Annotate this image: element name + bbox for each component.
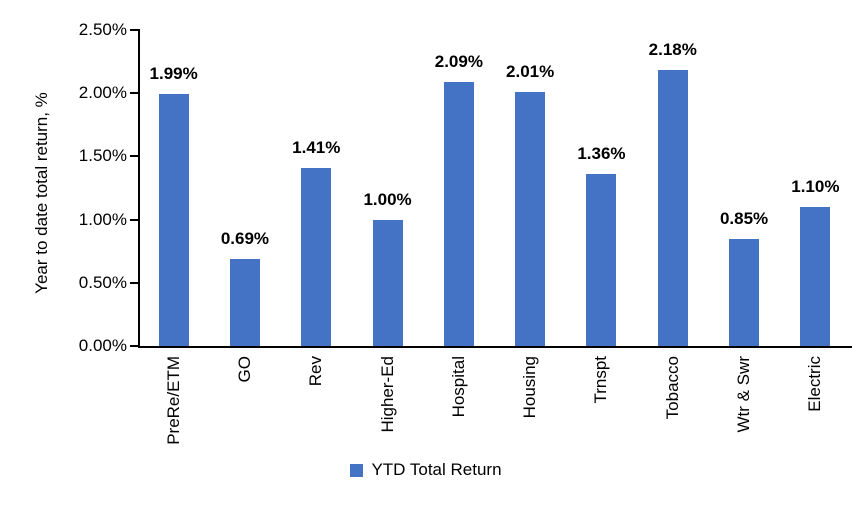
bar-value-label: 1.99% bbox=[149, 64, 198, 84]
y-tick-mark bbox=[130, 218, 138, 221]
y-tick-label: 1.00% bbox=[78, 209, 127, 229]
y-tick-label: 0.50% bbox=[78, 272, 127, 292]
legend: YTD Total Return bbox=[0, 458, 852, 482]
bar-value-label: 0.69% bbox=[220, 228, 270, 248]
bar-value-label: 1.10% bbox=[791, 176, 840, 196]
y-tick-mark bbox=[130, 29, 138, 31]
y-tick-mark bbox=[130, 155, 138, 158]
bar bbox=[657, 70, 688, 346]
bar bbox=[729, 238, 760, 346]
y-tick-label: 0.00% bbox=[78, 336, 127, 355]
bar-value-label: 0.85% bbox=[719, 208, 769, 228]
bar bbox=[515, 91, 546, 346]
y-tick-label: 2.50% bbox=[78, 20, 127, 39]
bar bbox=[443, 81, 474, 346]
bar bbox=[586, 174, 617, 346]
y-tick-label: 2.00% bbox=[78, 83, 127, 103]
bar-value-label: 2.18% bbox=[648, 40, 697, 60]
legend-swatch-icon bbox=[350, 463, 364, 477]
bar-value-label: 2.09% bbox=[434, 51, 483, 71]
y-axis-line bbox=[138, 29, 140, 347]
y-tick-label: 1.50% bbox=[78, 146, 127, 166]
bar bbox=[800, 206, 831, 346]
bar bbox=[372, 219, 403, 346]
x-axis-line bbox=[138, 346, 852, 348]
y-tick-mark bbox=[130, 92, 138, 95]
bar bbox=[301, 167, 332, 346]
y-tick-mark bbox=[130, 345, 138, 347]
bar-value-label: 2.01% bbox=[506, 61, 555, 81]
bar bbox=[229, 258, 260, 346]
bar-value-label: 1.41% bbox=[292, 137, 341, 157]
bar bbox=[158, 94, 189, 346]
legend-label: YTD Total Return bbox=[371, 460, 502, 479]
bar-value-label: 1.36% bbox=[577, 144, 626, 164]
bar-value-label: 1.00% bbox=[363, 189, 412, 209]
y-tick-mark bbox=[130, 281, 138, 284]
